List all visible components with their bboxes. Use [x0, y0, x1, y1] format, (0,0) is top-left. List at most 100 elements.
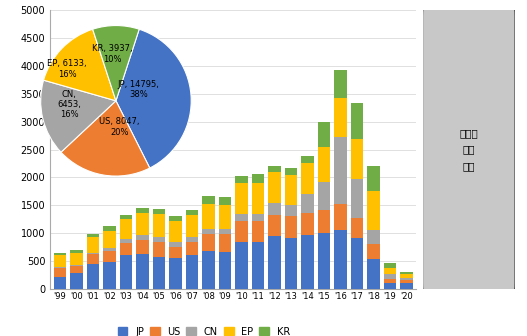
Bar [252, 214, 264, 221]
Bar [202, 196, 214, 204]
Bar [301, 213, 314, 236]
Bar [285, 238, 297, 289]
Bar [136, 213, 149, 235]
Bar [318, 147, 330, 182]
Bar [400, 283, 413, 289]
Bar [153, 237, 165, 242]
Bar [367, 166, 379, 191]
Bar [219, 229, 231, 234]
Bar [202, 204, 214, 229]
Bar [219, 252, 231, 289]
Bar [400, 278, 413, 280]
Bar [219, 234, 231, 252]
Bar [252, 183, 264, 214]
Bar [136, 208, 149, 213]
Bar [301, 236, 314, 289]
Bar [186, 255, 198, 289]
Bar [384, 275, 396, 279]
Bar [54, 268, 66, 277]
Text: US, 8047,
20%: US, 8047, 20% [100, 118, 140, 137]
Bar [169, 216, 182, 221]
Bar [367, 259, 379, 289]
Bar [334, 230, 347, 289]
Bar [153, 214, 165, 237]
Bar [235, 242, 248, 289]
Wedge shape [93, 26, 139, 101]
Bar [54, 253, 66, 255]
Wedge shape [41, 80, 116, 152]
Bar [169, 221, 182, 242]
Bar [153, 209, 165, 214]
Text: 미공개
특허
존재: 미공개 특허 존재 [460, 128, 478, 171]
Text: EP, 6133,
16%: EP, 6133, 16% [47, 59, 87, 79]
Bar [285, 216, 297, 238]
Bar [219, 197, 231, 205]
Wedge shape [61, 101, 150, 176]
Bar [334, 98, 347, 137]
Bar [54, 277, 66, 289]
Bar [186, 210, 198, 215]
Bar [235, 221, 248, 242]
Bar [384, 279, 396, 283]
Bar [120, 219, 132, 239]
Bar [103, 248, 115, 251]
Bar [219, 205, 231, 229]
Bar [367, 230, 379, 244]
Bar [252, 173, 264, 183]
Bar [334, 70, 347, 98]
Text: JP, 14795,
38%: JP, 14795, 38% [118, 80, 160, 99]
Bar [235, 183, 248, 214]
Bar [351, 178, 363, 218]
Bar [235, 176, 248, 183]
Bar [169, 242, 182, 247]
Bar [70, 265, 83, 266]
Bar [70, 250, 83, 253]
Bar [87, 264, 99, 289]
Bar [268, 215, 281, 236]
Bar [87, 254, 99, 264]
Bar [136, 235, 149, 240]
Bar [153, 242, 165, 257]
Bar [153, 257, 165, 289]
Bar [285, 168, 297, 175]
Bar [351, 218, 363, 238]
Bar [268, 166, 281, 172]
Bar [169, 258, 182, 289]
Bar [103, 251, 115, 262]
Bar [202, 251, 214, 289]
Bar [186, 237, 198, 242]
Bar [54, 255, 66, 267]
Bar [235, 214, 248, 221]
Bar [367, 191, 379, 230]
Bar [120, 239, 132, 243]
Bar [70, 274, 83, 289]
Bar [285, 175, 297, 205]
Bar [384, 283, 396, 289]
Bar [70, 266, 83, 274]
Bar [268, 172, 281, 203]
Bar [334, 204, 347, 230]
Bar [252, 221, 264, 242]
Bar [186, 242, 198, 255]
Bar [169, 247, 182, 258]
Bar [103, 231, 115, 248]
Wedge shape [44, 29, 116, 101]
Bar [318, 182, 330, 210]
Bar [318, 122, 330, 147]
Bar [87, 253, 99, 254]
FancyBboxPatch shape [422, 0, 516, 300]
Bar [54, 267, 66, 268]
Bar [87, 234, 99, 237]
Bar [268, 203, 281, 215]
Bar [367, 244, 379, 259]
Text: KR, 3937,
10%: KR, 3937, 10% [92, 44, 132, 64]
Bar [120, 215, 132, 219]
Bar [70, 253, 83, 265]
Text: CN,
6453,
16%: CN, 6453, 16% [57, 90, 81, 120]
Bar [120, 243, 132, 255]
Bar [103, 226, 115, 231]
Legend: JP, US, CN, EP, KR: JP, US, CN, EP, KR [116, 325, 292, 336]
Bar [87, 237, 99, 253]
Bar [400, 272, 413, 274]
Bar [252, 242, 264, 289]
